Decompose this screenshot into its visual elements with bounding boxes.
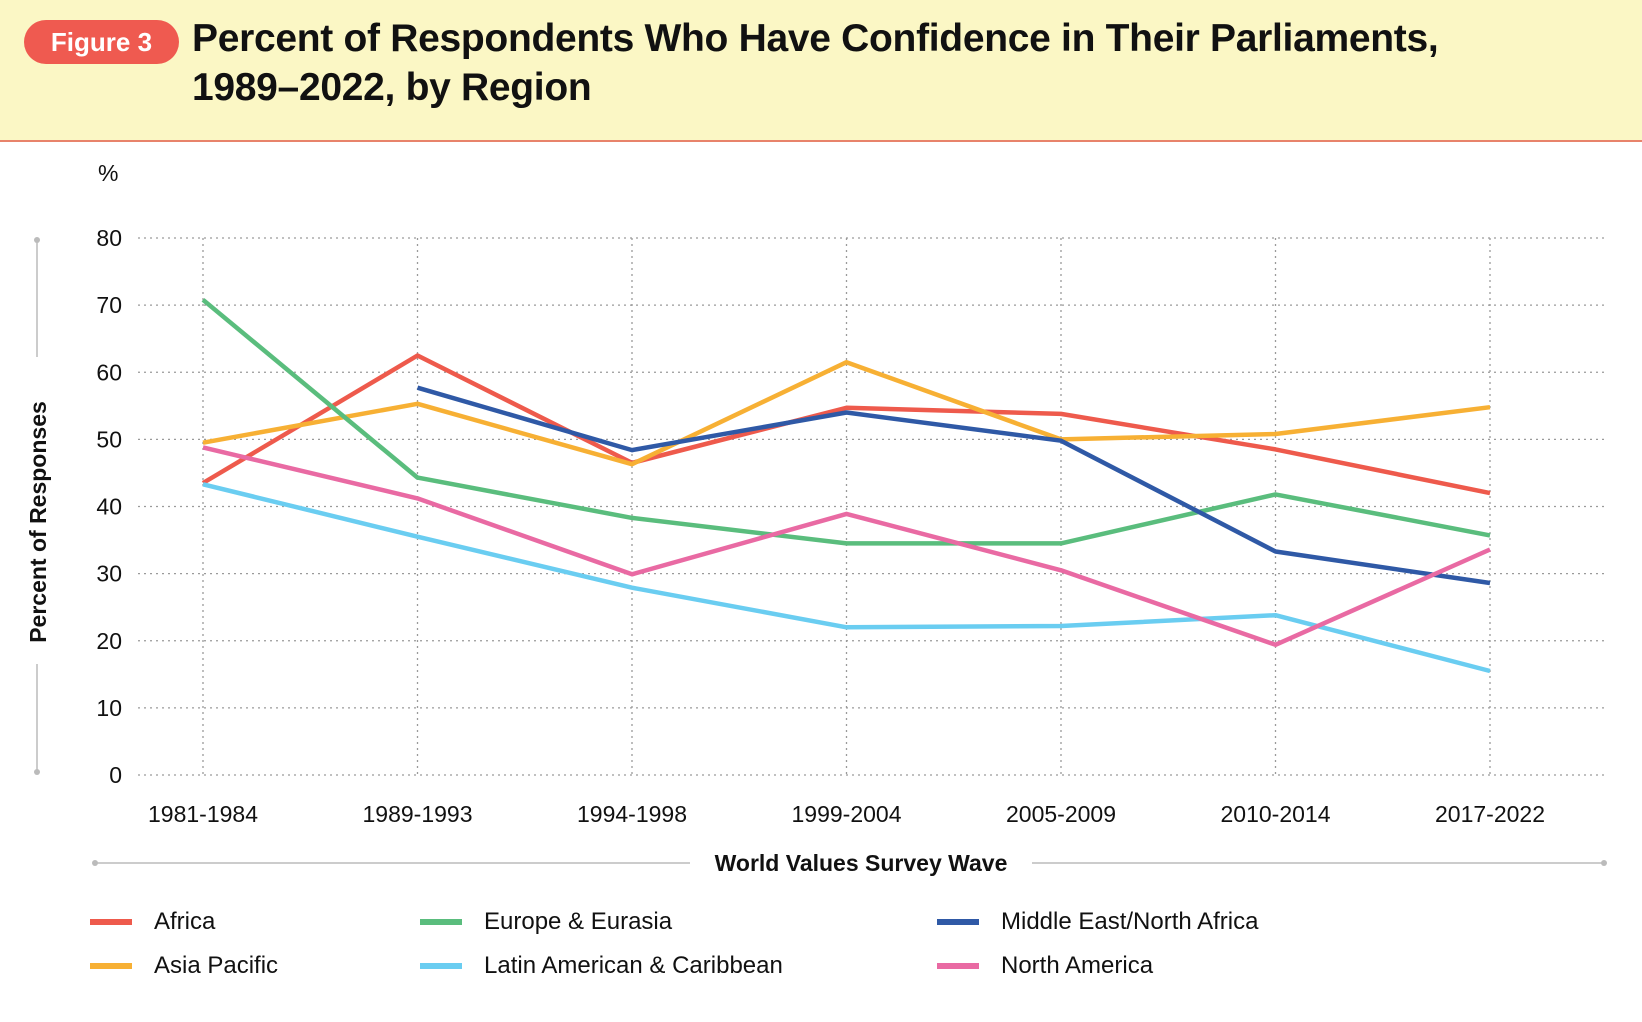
x-tick-label: 2005-2009 xyxy=(1006,801,1116,827)
x-axis-title: World Values Survey Wave xyxy=(715,850,1008,876)
figure-header: Figure 3 Percent of Respondents Who Have… xyxy=(0,0,1642,142)
x-tick-label: 1981-1984 xyxy=(148,801,258,827)
legend-label: North America xyxy=(1001,952,1154,979)
x-tick-label: 2017-2022 xyxy=(1435,801,1545,827)
figure-title: Percent of Respondents Who Have Confiden… xyxy=(192,17,1439,109)
y-unit-label: % xyxy=(98,160,118,186)
legend-item: North America xyxy=(937,946,1153,986)
series-line-europe-eurasia xyxy=(201,298,1491,546)
line-chart: % Percent of Responses World Values Surv… xyxy=(25,160,1607,876)
y-tick-label: 70 xyxy=(96,292,122,318)
series-line-asia-pacific xyxy=(202,359,1491,467)
figure-badge: Figure 3 xyxy=(24,20,179,64)
legend-item: Europe & Eurasia xyxy=(420,902,672,942)
y-tick-label: 0 xyxy=(109,762,122,788)
legend-swatch xyxy=(420,919,462,925)
y-tick-label: 30 xyxy=(96,561,122,587)
chart-axes: % Percent of Responses World Values Surv… xyxy=(25,160,1607,876)
y-tick-label: 20 xyxy=(96,628,122,654)
series-line-north-america xyxy=(202,445,1491,648)
series-line-latin-american-caribbean xyxy=(202,482,1491,674)
legend-swatch xyxy=(420,963,462,969)
y-tick-label: 50 xyxy=(96,426,122,452)
legend-swatch xyxy=(90,963,132,969)
chart-legend: Africa Europe & Eurasia Middle East/North … xyxy=(90,900,1590,1000)
legend-swatch xyxy=(937,963,979,969)
legend-label: Asia Pacific xyxy=(154,952,279,979)
x-axis-decor-dot-left xyxy=(92,860,98,866)
chart-series xyxy=(201,298,1491,674)
y-tick-label: 80 xyxy=(96,225,122,251)
chart-grid xyxy=(138,237,1605,776)
y-axis-decor-dot-bottom xyxy=(34,769,40,775)
legend-item: Latin American & Caribbean xyxy=(420,946,783,986)
y-axis-decor-dot-top xyxy=(34,237,40,243)
legend-label: Latin American & Caribbean xyxy=(484,952,783,979)
legend-swatch xyxy=(90,919,132,925)
x-tick-label: 1999-2004 xyxy=(792,801,902,827)
series-line-middle-east-north-africa xyxy=(416,385,1491,586)
chart-ticks: 0 10 20 30 40 50 60 70 80 1981-1984 1989-1993 1994-… xyxy=(96,225,1545,827)
x-tick-label: 1994-1998 xyxy=(577,801,687,827)
x-tick-label: 1989-1993 xyxy=(363,801,473,827)
y-tick-label: 10 xyxy=(96,695,122,721)
legend-item: Middle East/North Africa xyxy=(937,902,1258,942)
series-line-africa xyxy=(201,353,1491,496)
legend-label: Europe & Eurasia xyxy=(484,908,673,935)
legend-swatch xyxy=(937,919,979,925)
legend-label: Africa xyxy=(154,908,216,935)
y-axis-title-group: Percent of Responses xyxy=(25,401,51,643)
x-tick-label: 2010-2014 xyxy=(1221,801,1331,827)
legend-item: Asia Pacific xyxy=(90,946,278,986)
legend-label: Middle East/North Africa xyxy=(1001,908,1259,935)
y-tick-label: 40 xyxy=(96,494,122,520)
y-axis-title: Percent of Responses xyxy=(25,401,51,643)
legend-item: Africa xyxy=(90,902,215,942)
y-tick-label: 60 xyxy=(96,359,122,385)
x-axis-decor-dot-right xyxy=(1601,860,1607,866)
